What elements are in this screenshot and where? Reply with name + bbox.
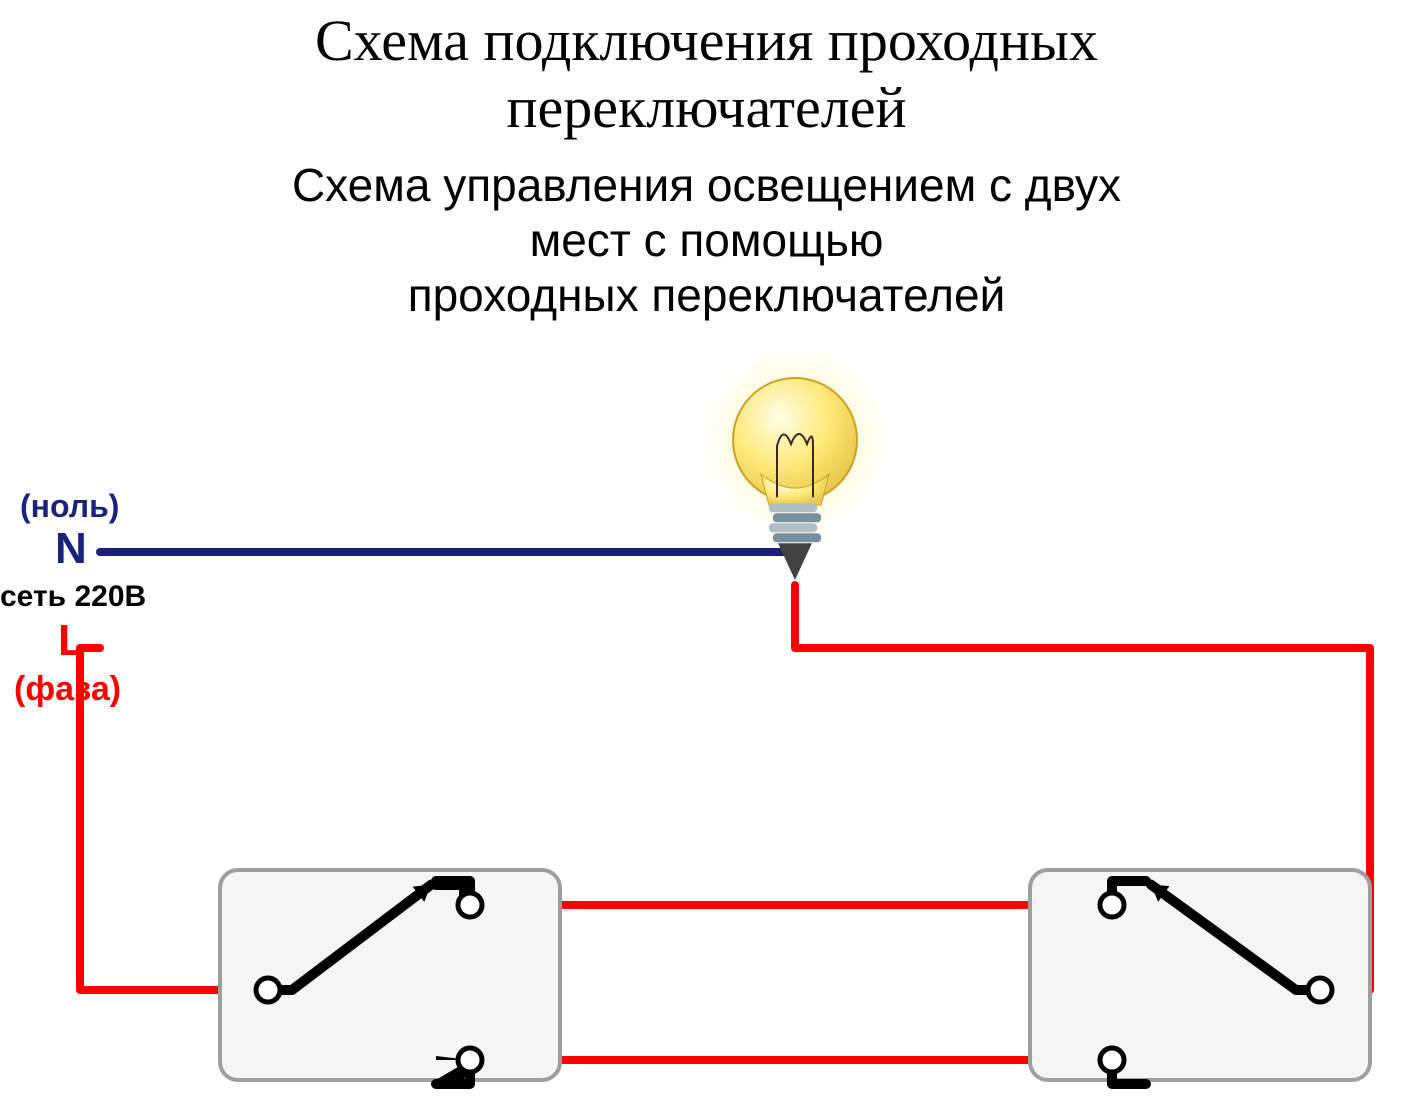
switch-2-box bbox=[1030, 870, 1370, 1080]
light-bulb-icon bbox=[702, 347, 888, 580]
diagram-stage: Схема подключения проходных переключател… bbox=[0, 0, 1413, 1116]
switch-1-box bbox=[220, 870, 560, 1080]
wiring-svg bbox=[0, 0, 1413, 1116]
